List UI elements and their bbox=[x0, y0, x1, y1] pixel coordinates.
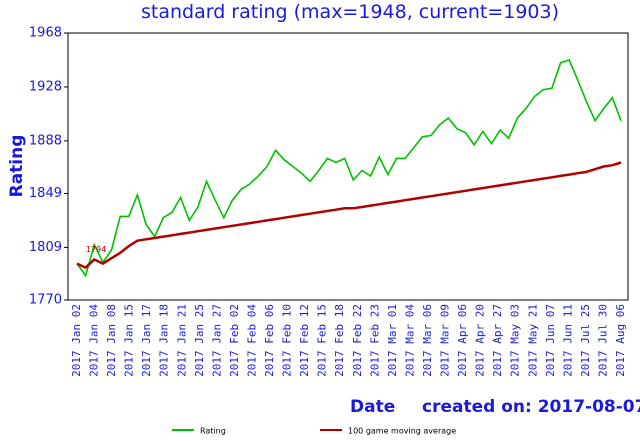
x-tick-label: 2017 Apr 27 bbox=[491, 304, 504, 377]
series-line bbox=[76, 161, 622, 270]
x-tick-label: 2017 May 21 bbox=[526, 304, 539, 377]
x-tick-label: 2017 Apr 06 bbox=[456, 304, 469, 377]
x-tick-label: 2017 Jan 17 bbox=[140, 304, 153, 377]
x-tick-label: 2017 Feb 22 bbox=[351, 304, 364, 377]
x-tick-label: 2017 Jan 25 bbox=[193, 304, 206, 377]
x-tick-label: 2017 Mar 04 bbox=[403, 304, 416, 377]
x-tick-label: 2017 Feb 15 bbox=[316, 304, 329, 377]
x-tick-label: 2017 Mar 06 bbox=[421, 304, 434, 377]
x-tick-label: 2017 Feb 06 bbox=[263, 304, 276, 377]
x-tick-label: 2017 Jan 21 bbox=[175, 304, 188, 377]
x-tick-label: 2017 Jun 11 bbox=[561, 304, 574, 377]
x-tick-label: 2017 Feb 23 bbox=[368, 304, 381, 377]
y-tick-label: 1888 bbox=[29, 133, 62, 148]
y-tick-label: 1809 bbox=[29, 240, 62, 255]
y-tick-label: 1849 bbox=[29, 186, 62, 201]
x-tick-label: 2017 Feb 04 bbox=[245, 304, 258, 377]
x-tick-label: 2017 Feb 02 bbox=[228, 304, 241, 377]
x-tick-label: 2017 Mar 01 bbox=[386, 304, 399, 377]
plot-frame bbox=[67, 32, 629, 301]
x-tick-label: 2017 Jul 30 bbox=[596, 304, 609, 377]
created-note: created on: 2017-08-07 bbox=[422, 397, 640, 417]
x-tick-label: 2017 Feb 10 bbox=[281, 304, 294, 377]
x-tick-label: 2017 May 03 bbox=[509, 304, 522, 377]
y-axis-label: Rating bbox=[7, 135, 27, 198]
x-tick-label: 2017 Mar 09 bbox=[439, 304, 452, 377]
annotation: 1794 bbox=[86, 245, 106, 254]
series-line bbox=[76, 59, 622, 278]
x-tick-label: 2017 Jan 15 bbox=[123, 304, 136, 377]
x-tick-label: 2017 Feb 12 bbox=[298, 304, 311, 377]
chart-title: standard rating (max=1948, current=1903) bbox=[141, 1, 559, 23]
x-tick-label: 2017 Jan 02 bbox=[70, 304, 83, 377]
x-tick-label: 2017 Jan 27 bbox=[210, 304, 223, 377]
x-tick-label: 2017 Feb 18 bbox=[333, 304, 346, 377]
x-tick-label: 2017 Jan 08 bbox=[105, 304, 118, 377]
x-tick-label: 2017 Jun 07 bbox=[544, 304, 557, 377]
x-tick-label: 2017 Jan 18 bbox=[158, 304, 171, 377]
x-axis-label: Date bbox=[350, 397, 395, 417]
x-tick-label: 2017 Jul 25 bbox=[579, 304, 592, 377]
y-tick-label: 1770 bbox=[29, 293, 62, 308]
y-tick-label: 1968 bbox=[29, 26, 62, 41]
x-tick-label: 2017 Aug 06 bbox=[614, 304, 627, 377]
x-tick-label: 2017 Jan 04 bbox=[88, 304, 101, 377]
y-tick-label: 1928 bbox=[29, 79, 62, 94]
legend-label: Rating bbox=[200, 427, 226, 436]
x-tick-label: 2017 Apr 20 bbox=[474, 304, 487, 377]
legend-label: 100 game moving average bbox=[348, 427, 456, 436]
